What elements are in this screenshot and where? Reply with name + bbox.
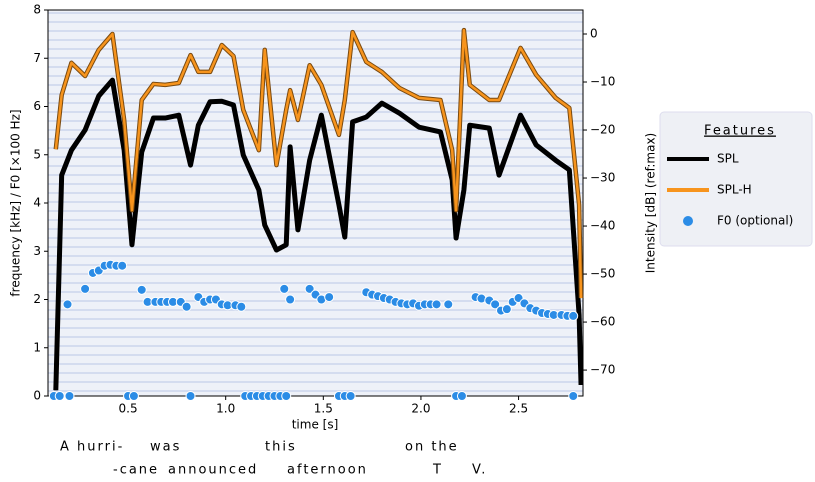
f0-point [117,260,128,271]
y2-tick-label: −20 [590,123,615,137]
f0-point [62,299,73,310]
y2-tick-label: −40 [590,219,615,233]
f0-point [279,283,290,294]
y-axis-label: frequency [kHz] / F0 [×100 Hz] [9,109,23,296]
f0-point [54,391,65,401]
x-tick-label: 2.0 [411,402,430,416]
y-tick-label: 1 [33,340,41,354]
legend-label: SPL-H [717,183,752,197]
y-tick-label: 3 [33,244,41,258]
x-tick-label: 1.5 [314,402,333,416]
f0-point [80,283,91,294]
lyric-word: announced [168,463,258,478]
f0-point [236,301,247,312]
f0-point [181,301,192,312]
f0-point [285,294,296,305]
y2-tick-label: −70 [590,363,615,377]
lyrics: A hurri-was this on the -cane announced after… [60,440,487,478]
f0-point [324,292,335,303]
f0-point [443,299,454,310]
x-tick-label: 2.5 [509,402,528,416]
lyric-word: V. [472,463,487,478]
y-tick-label: 2 [33,292,41,306]
x-axis-label: time [s] [292,418,339,432]
y2-tick-label: −30 [590,171,615,185]
f0-point [304,283,315,294]
f0-point [490,299,501,310]
y-tick-label: 7 [33,51,41,65]
line [54,78,583,391]
legend-marker [683,216,693,226]
y-tick-label: 6 [33,99,41,113]
y2-tick-label: −60 [590,315,615,329]
legend-title: Features [704,124,776,139]
legend-box [659,111,813,247]
lyric-word: this [265,440,297,455]
y2-axis-label: Intensity [dB] (ref:max) [644,133,658,273]
f0-point [128,391,139,401]
y2-tick-label: −10 [590,75,615,89]
f0-point [568,310,579,321]
y-tick-label: 4 [33,196,41,210]
legend-label: F0 (optional) [717,214,793,228]
f0-point [501,304,512,315]
f0-point [456,391,467,401]
f0-point [431,299,442,310]
y2-tick-label: 0 [590,27,598,41]
legend-label: SPL [717,152,739,166]
f0-point [185,391,196,401]
y-tick-label: 5 [33,147,41,161]
f0-point [345,391,356,401]
y2-tick-label: −50 [590,267,615,281]
lyric-word: on the [405,440,459,455]
lyric-word: A hurri- [60,440,124,455]
f0-point [568,391,579,401]
f0-point [136,284,147,295]
y-tick-label: 8 [33,3,41,17]
line [54,28,583,299]
f0-point [281,391,292,401]
lyric-word: afternoon [287,463,368,478]
lyric-word: was [150,440,181,455]
f0-point [64,391,75,401]
x-tick-label: 0.5 [119,402,138,416]
x-tick-label: 1.0 [216,402,235,416]
lyric-word: -cane [113,463,159,478]
y-tick-label: 0 [33,389,41,403]
lyric-word: T [432,463,443,478]
